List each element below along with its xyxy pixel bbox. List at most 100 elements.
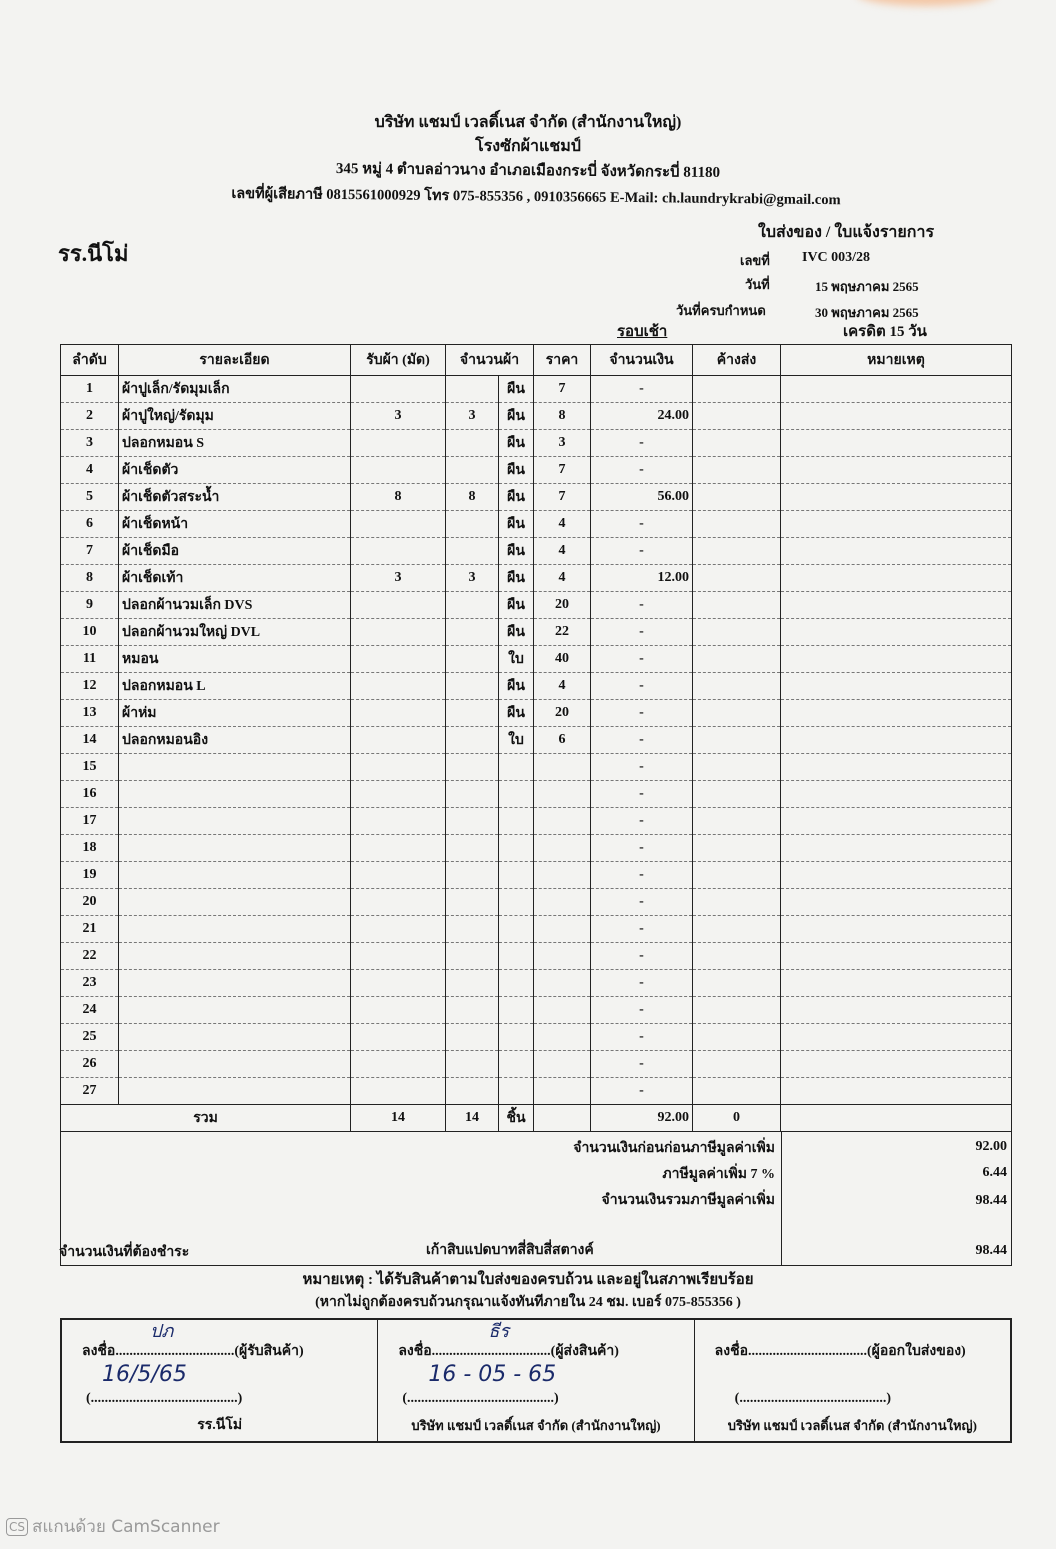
item-qty — [445, 969, 499, 997]
item-pending — [692, 456, 781, 484]
item-remark — [780, 429, 1012, 457]
item-price: 3 — [533, 429, 591, 457]
table-row: 26 - — [60, 1050, 1012, 1078]
note-line-2: (หากไม่ถูกต้องครบถ้วนกรุณาแจ้งทันทีภายใน… — [315, 1295, 741, 1310]
item-price — [533, 969, 591, 997]
doc-no: IVC 003/28 — [802, 250, 871, 265]
item-remark — [780, 753, 1012, 781]
item-no: 25 — [60, 1023, 119, 1051]
handwritten-signature: ปภ — [150, 1321, 174, 1342]
item-pending — [692, 1050, 781, 1078]
item-amount: - — [590, 1050, 693, 1078]
item-pending — [692, 429, 781, 457]
item-no: 7 — [60, 537, 119, 565]
item-desc: ปลอกหมอน L — [118, 672, 351, 700]
item-amount: - — [590, 1077, 693, 1105]
signature-area: ปภ ลงชื่อ...............................… — [60, 1318, 1012, 1443]
note-line-1: หมายเหตุ : ได้รับสินค้าตามใบส่งของครบถ้ว… — [302, 1272, 754, 1288]
item-unit — [498, 969, 534, 997]
item-amount: - — [590, 618, 693, 646]
sender-signature-block: ธีร ลงชื่อ..............................… — [378, 1320, 695, 1441]
item-price: 8 — [533, 402, 591, 430]
item-no: 5 — [60, 483, 119, 511]
doc-date: 15 พฤษภาคม 2565 — [815, 279, 919, 294]
item-remark — [780, 375, 1012, 403]
item-price — [533, 807, 591, 835]
total-amount: 92.00 — [590, 1104, 693, 1132]
item-qty — [445, 780, 499, 808]
item-pending — [692, 672, 781, 700]
item-amount: - — [590, 807, 693, 835]
item-remark — [780, 861, 1012, 889]
issuer-signature-block: ลงชื่อ..................................… — [695, 1320, 1010, 1441]
item-remark — [780, 537, 1012, 565]
item-amount: - — [590, 375, 693, 403]
col-recv: รับผ้า (มัด) — [350, 344, 446, 376]
item-no: 20 — [60, 888, 119, 916]
item-recv — [350, 537, 446, 565]
item-desc: ผ้าเช็ดมือ — [118, 537, 351, 565]
item-unit — [498, 1077, 534, 1105]
item-qty — [445, 942, 499, 970]
item-qty: 3 — [445, 564, 499, 592]
name-line: (.......................................… — [86, 1391, 243, 1406]
item-amount: - — [590, 834, 693, 862]
scan-smudge — [856, 0, 996, 6]
item-remark — [780, 915, 1012, 943]
item-pending — [692, 618, 781, 646]
item-price: 4 — [533, 672, 591, 700]
amount-due-label: จำนวนเงินที่ต้องชำระ — [59, 1245, 190, 1260]
sign-line: ลงชื่อ..................................… — [82, 1344, 304, 1359]
item-desc — [118, 861, 351, 889]
amount-due-words: เก้าสิบแปดบาทสี่สิบสี่สตางค์ — [426, 1243, 594, 1258]
table-row: 16 - — [60, 780, 1012, 808]
item-unit: ผืน — [498, 402, 534, 430]
signer-org: รร.นีโม่ — [197, 1418, 243, 1433]
item-qty — [445, 1077, 499, 1105]
item-remark — [780, 780, 1012, 808]
item-recv — [350, 807, 446, 835]
item-price — [533, 861, 591, 889]
item-recv — [350, 645, 446, 673]
camscanner-watermark: CS สแกนด้วย CamScanner — [6, 1513, 220, 1540]
item-no: 17 — [60, 807, 119, 835]
item-pending — [692, 942, 781, 970]
total-row: รวม 14 14 ชิ้น 92.00 0 — [60, 1104, 1012, 1132]
item-remark — [780, 672, 1012, 700]
item-recv — [350, 1023, 446, 1051]
with-vat-label: จำนวนเงินรวมภาษีมูลค่าเพิ่ม — [601, 1193, 775, 1208]
item-remark — [780, 807, 1012, 835]
item-remark — [780, 834, 1012, 862]
name-line: (.......................................… — [402, 1391, 559, 1406]
round-label: รอบเช้า — [617, 324, 668, 340]
company-plant: โรงซักผ้าแชมป์ — [475, 138, 581, 155]
sign-line: ลงชื่อ..................................… — [714, 1344, 966, 1359]
item-recv — [350, 456, 446, 484]
table-row: 21 - — [60, 915, 1012, 943]
item-no: 8 — [60, 564, 119, 592]
item-desc: ผ้าเช็ดตัว — [118, 456, 351, 484]
item-no: 14 — [60, 726, 119, 754]
item-price: 4 — [533, 537, 591, 565]
table-row: 19 - — [60, 861, 1012, 889]
item-recv — [350, 429, 446, 457]
item-recv — [350, 672, 446, 700]
handwritten-date: 16/5/65 — [102, 1362, 187, 1387]
item-qty — [445, 456, 499, 484]
table-row: 4 ผ้าเช็ดตัว ผืน 7- — [60, 456, 1012, 484]
item-recv — [350, 510, 446, 538]
item-pending — [692, 564, 781, 592]
table-row: 15 - — [60, 753, 1012, 781]
item-desc — [118, 942, 351, 970]
item-remark — [780, 699, 1012, 727]
item-qty — [445, 591, 499, 619]
item-no: 21 — [60, 915, 119, 943]
item-desc: ปลอกหมอน S — [118, 429, 351, 457]
item-no: 19 — [60, 861, 119, 889]
handwritten-date: 16 - 05 - 65 — [428, 1362, 557, 1387]
item-amount: - — [590, 942, 693, 970]
credit-terms: เครดิต 15 วัน — [843, 324, 927, 340]
item-pending — [692, 780, 781, 808]
item-unit — [498, 780, 534, 808]
item-recv — [350, 1077, 446, 1105]
